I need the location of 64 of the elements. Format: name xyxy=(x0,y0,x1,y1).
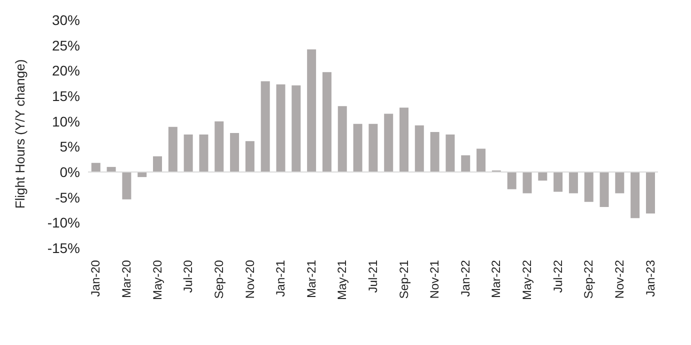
bar xyxy=(260,81,270,172)
y-tick-label: 10% xyxy=(52,113,80,130)
bar xyxy=(368,124,378,172)
bar xyxy=(168,126,178,172)
x-tick-label: Jul-21 xyxy=(366,260,380,293)
x-tick-label: Nov-22 xyxy=(612,260,626,299)
bar xyxy=(322,72,332,172)
x-tick-label: Jan-23 xyxy=(643,260,658,297)
bar xyxy=(199,134,208,172)
x-tick-label: Jul-22 xyxy=(550,260,565,293)
bar xyxy=(568,172,578,194)
bar xyxy=(646,172,655,214)
bar xyxy=(384,114,394,172)
x-tick-label: May-20 xyxy=(150,260,164,300)
bar xyxy=(214,121,224,172)
y-tick-label: 0% xyxy=(60,164,80,180)
x-tick-label: Jan-21 xyxy=(274,260,288,297)
bar xyxy=(584,172,594,202)
x-tick-label: Jan-20 xyxy=(88,260,103,297)
bar xyxy=(461,155,470,172)
bar xyxy=(554,172,563,192)
y-tick-label: -5% xyxy=(55,189,80,206)
x-tick-label: May-22 xyxy=(520,260,534,300)
y-tick-label: -10% xyxy=(47,214,80,231)
bar xyxy=(507,172,516,190)
x-tick-label: Mar-22 xyxy=(489,260,504,298)
bar xyxy=(338,106,347,172)
y-tick-label: -15% xyxy=(47,240,80,256)
y-tick-label: 20% xyxy=(52,62,80,79)
bar xyxy=(122,172,132,200)
bar xyxy=(230,132,240,172)
bar xyxy=(307,49,316,172)
x-tick-label: May-21 xyxy=(335,260,350,300)
bar xyxy=(399,108,408,172)
y-axis-title: Flight Hours (Y/Y change) xyxy=(12,59,28,209)
x-tick-label: Sep-22 xyxy=(582,260,596,299)
x-tick-label: Jul-20 xyxy=(181,260,196,293)
bar xyxy=(153,156,162,172)
bar xyxy=(615,172,624,194)
bar xyxy=(292,85,301,172)
x-tick-label: Jan-22 xyxy=(458,260,472,297)
bar xyxy=(538,172,548,181)
y-tick-label: 5% xyxy=(60,138,80,155)
x-tick-label: Mar-21 xyxy=(304,260,318,298)
x-tick-label: Sep-20 xyxy=(212,260,226,299)
bar xyxy=(446,134,455,172)
x-tick-label: Nov-21 xyxy=(428,260,442,299)
x-tick-label: Nov-20 xyxy=(242,260,257,299)
x-tick-label: Mar-20 xyxy=(120,260,134,298)
y-tick-label: 25% xyxy=(52,37,80,54)
bar xyxy=(245,141,254,172)
y-tick-label: 15% xyxy=(52,88,80,104)
bar xyxy=(414,125,424,172)
bar xyxy=(630,172,640,218)
x-tick-label: Sep-21 xyxy=(396,260,411,299)
bar xyxy=(353,124,362,172)
y-tick-label: 30% xyxy=(52,12,80,28)
bar xyxy=(276,84,286,172)
bar xyxy=(184,134,193,172)
bar xyxy=(476,148,486,172)
bar xyxy=(522,172,532,194)
bar xyxy=(600,172,609,207)
bar xyxy=(430,132,440,172)
bar xyxy=(91,162,100,172)
